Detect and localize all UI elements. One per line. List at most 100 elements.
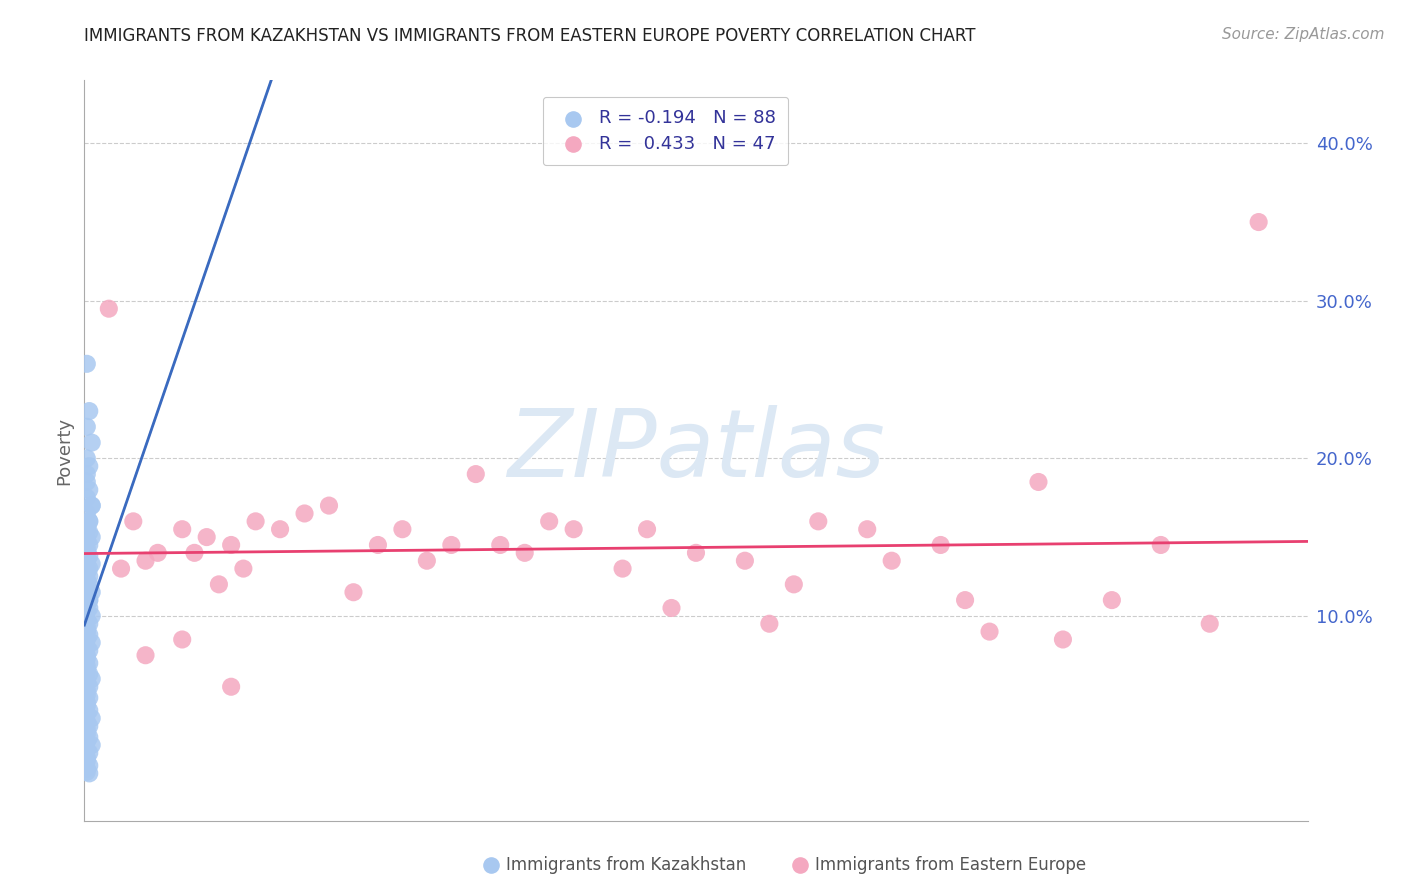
- Y-axis label: Poverty: Poverty: [55, 417, 73, 484]
- Point: [80, 435, 103, 450]
- Point: [1101, 593, 1123, 607]
- Point: [76, 566, 98, 581]
- Point: [172, 522, 194, 536]
- Point: [245, 514, 267, 528]
- Point: [77, 514, 100, 528]
- Point: [416, 554, 439, 568]
- Point: [76, 357, 98, 371]
- Point: [953, 593, 976, 607]
- Point: [76, 546, 98, 560]
- Point: [80, 499, 103, 513]
- Point: [76, 507, 98, 521]
- Point: [232, 561, 254, 575]
- Point: [76, 651, 98, 665]
- Point: [183, 546, 205, 560]
- Point: [76, 475, 98, 489]
- Point: [464, 467, 486, 481]
- Point: [76, 754, 98, 768]
- Point: [1247, 215, 1270, 229]
- Text: Source: ZipAtlas.com: Source: ZipAtlas.com: [1222, 27, 1385, 42]
- Point: [294, 507, 316, 521]
- Point: [612, 561, 634, 575]
- Point: [77, 667, 100, 681]
- Legend: R = -0.194   N = 88, R =  0.433   N = 47: R = -0.194 N = 88, R = 0.433 N = 47: [543, 96, 789, 165]
- Point: [76, 522, 98, 536]
- Point: [77, 538, 100, 552]
- Point: [76, 648, 98, 663]
- Point: [636, 522, 658, 536]
- Point: [76, 723, 98, 737]
- Point: [76, 565, 98, 579]
- Point: [80, 672, 103, 686]
- Point: [76, 420, 98, 434]
- Point: [76, 632, 98, 647]
- Point: [367, 538, 389, 552]
- Point: [208, 577, 231, 591]
- Point: [97, 301, 120, 316]
- Point: [195, 530, 218, 544]
- Point: [76, 620, 98, 634]
- Point: [342, 585, 364, 599]
- Point: [76, 664, 98, 678]
- Point: [77, 459, 100, 474]
- Point: [269, 522, 291, 536]
- Point: [76, 467, 98, 481]
- Point: [76, 561, 98, 575]
- Text: Immigrants from Eastern Europe: Immigrants from Eastern Europe: [815, 856, 1087, 874]
- Point: [80, 711, 103, 725]
- Point: [783, 577, 806, 591]
- Point: [734, 554, 756, 568]
- Point: [135, 554, 157, 568]
- Point: [76, 698, 98, 713]
- Point: [76, 588, 98, 602]
- Point: [76, 581, 98, 595]
- Point: [1198, 616, 1220, 631]
- Point: [77, 680, 100, 694]
- Point: [76, 533, 98, 548]
- Point: [77, 593, 100, 607]
- Point: [76, 573, 98, 587]
- Point: [77, 483, 100, 497]
- Point: [391, 522, 413, 536]
- Point: [77, 404, 100, 418]
- Point: [77, 593, 100, 607]
- Point: [76, 624, 98, 639]
- Point: [76, 750, 98, 764]
- Point: [77, 766, 100, 780]
- Point: [1150, 538, 1173, 552]
- Point: [318, 499, 340, 513]
- Point: [76, 682, 98, 697]
- Point: [929, 538, 952, 552]
- Point: [562, 522, 585, 536]
- Point: [76, 743, 98, 757]
- Text: ZIPatlas: ZIPatlas: [508, 405, 884, 496]
- Text: Immigrants from Kazakhstan: Immigrants from Kazakhstan: [506, 856, 747, 874]
- Point: [856, 522, 879, 536]
- Point: [76, 675, 98, 690]
- Point: [76, 764, 98, 779]
- Point: [77, 577, 100, 591]
- Point: [489, 538, 512, 552]
- Point: [76, 727, 98, 741]
- Point: [77, 601, 100, 615]
- Point: [80, 635, 103, 649]
- Point: [172, 632, 194, 647]
- Point: [80, 585, 103, 599]
- Point: [80, 738, 103, 752]
- Point: [76, 598, 98, 612]
- Point: [77, 690, 100, 705]
- Point: [80, 557, 103, 571]
- Point: [77, 628, 100, 642]
- Point: [661, 601, 683, 615]
- Point: [76, 735, 98, 749]
- Point: [76, 491, 98, 505]
- Point: [77, 525, 100, 540]
- Point: [77, 758, 100, 772]
- Point: [76, 624, 98, 639]
- Point: [146, 546, 169, 560]
- Point: [1028, 475, 1050, 489]
- Point: [110, 561, 132, 575]
- Point: [219, 538, 242, 552]
- Point: [76, 659, 98, 673]
- Point: [80, 530, 103, 544]
